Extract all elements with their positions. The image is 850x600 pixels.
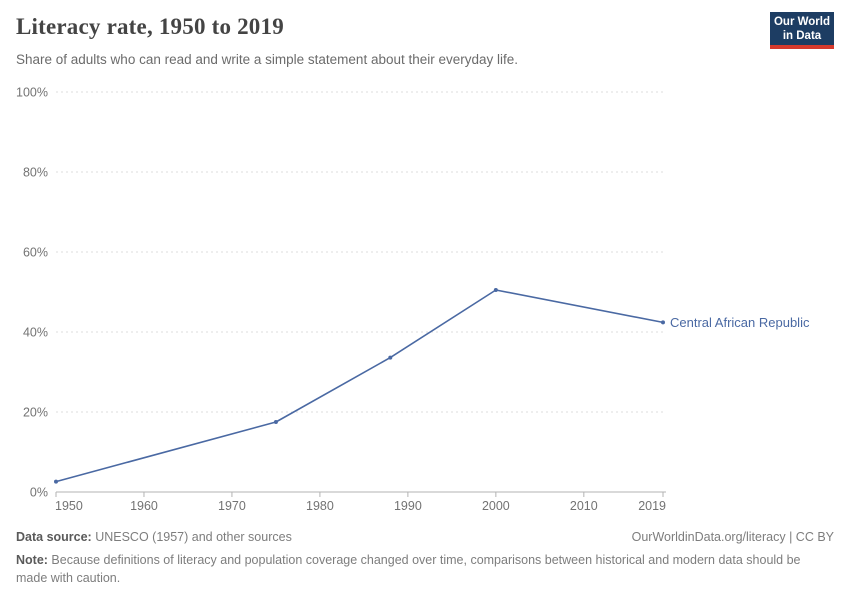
data-point-marker xyxy=(54,479,58,484)
series-label[interactable]: Central African Republic xyxy=(670,315,810,330)
footer-source-row: Data source: UNESCO (1957) and other sou… xyxy=(16,530,834,544)
y-axis-tick-label: 20% xyxy=(23,406,48,420)
owid-logo[interactable]: Our World in Data xyxy=(770,12,834,49)
x-axis-tick-label: 2000 xyxy=(482,499,510,513)
y-axis-tick-label: 0% xyxy=(30,486,48,500)
page-title: Literacy rate, 1950 to 2019 xyxy=(16,14,284,39)
data-point-marker xyxy=(388,355,393,360)
x-axis-tick-label: 2019 xyxy=(638,499,666,513)
y-axis-tick-label: 60% xyxy=(23,246,48,260)
x-axis-tick-label: 1990 xyxy=(394,499,422,513)
y-axis-tick-label: 80% xyxy=(23,166,48,180)
x-axis-tick-label: 1980 xyxy=(306,499,334,513)
footer-link[interactable]: OurWorldinData.org/literacy | CC BY xyxy=(631,530,834,544)
series-line[interactable] xyxy=(55,289,664,483)
data-point-marker xyxy=(273,420,278,424)
y-axis-tick-label: 100% xyxy=(16,86,48,100)
owid-logo-line2: in Data xyxy=(782,29,822,42)
chart-subtitle: Share of adults who can read and write a… xyxy=(16,52,519,67)
x-axis-tick-label: 2010 xyxy=(570,499,598,513)
data-source-text: Data source: UNESCO (1957) and other sou… xyxy=(16,530,292,544)
footer-note: Note: Because definitions of literacy an… xyxy=(16,553,801,585)
y-axis-tick-label: 40% xyxy=(23,326,48,340)
literacy-line-chart: 0% 20% 40% 60% 80% 100% 1950 1960 1970 1980 1990 20… xyxy=(16,86,810,514)
data-source-label: Data source: xyxy=(16,530,92,544)
footer-note-label: Note: xyxy=(16,553,48,567)
x-axis-tick-label: 1960 xyxy=(130,499,158,513)
owid-logo-line1: Our World xyxy=(773,15,830,28)
data-point-marker xyxy=(661,320,665,325)
x-axis-tick-label: 1950 xyxy=(55,499,83,513)
data-point-marker xyxy=(493,288,498,292)
x-axis-tick-label: 1970 xyxy=(218,499,246,513)
